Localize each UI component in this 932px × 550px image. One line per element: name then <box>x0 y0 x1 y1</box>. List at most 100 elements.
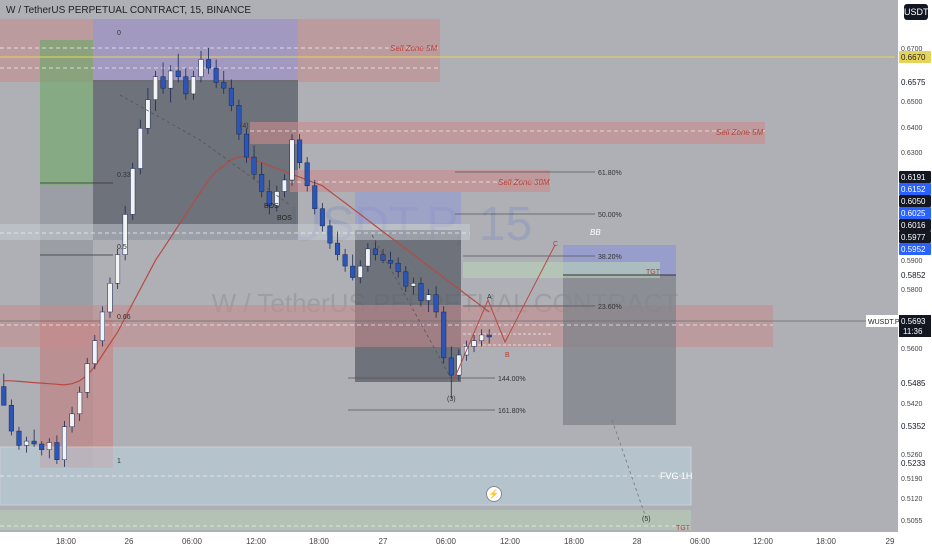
candle <box>183 76 189 95</box>
candle <box>403 271 409 287</box>
candle <box>319 208 325 227</box>
sell-zone-30m-label: Sell Zone 30M <box>498 178 550 187</box>
price-label-box <box>899 269 931 281</box>
tgt-label-1: TGT <box>646 269 661 276</box>
candle <box>456 354 462 376</box>
price-tick: 0.5190 <box>901 476 923 483</box>
price-label: 0.6016 <box>901 221 926 230</box>
candle <box>418 283 424 301</box>
sell-zone-5m-mid <box>250 122 765 144</box>
countdown-label: 11:36 <box>903 327 923 336</box>
green-box <box>40 40 93 185</box>
price-tick: 0.5600 <box>901 346 923 353</box>
candle <box>410 283 416 287</box>
candle <box>198 59 204 77</box>
candle <box>448 357 454 376</box>
time-tick: 27 <box>379 537 388 546</box>
wave-projection <box>452 244 556 383</box>
price-tick: 0.5260 <box>901 452 923 459</box>
time-tick: 12:00 <box>500 537 521 546</box>
sell-zone-30m <box>290 170 550 192</box>
time-axis-bg <box>0 532 898 550</box>
time-tick: 12:00 <box>753 537 774 546</box>
candle <box>8 404 14 432</box>
currency-button[interactable]: USDT <box>904 4 929 20</box>
candle <box>107 283 113 313</box>
candle <box>259 173 265 192</box>
price-tick: 0.6400 <box>901 125 923 132</box>
green-strip <box>463 262 660 278</box>
candle <box>471 340 477 347</box>
price-tick: 0.5120 <box>901 496 923 503</box>
symbol-tag <box>866 315 898 327</box>
time-tick: 06:00 <box>182 537 203 546</box>
price-tick: 0.5900 <box>901 258 923 265</box>
candle <box>145 99 151 129</box>
candle <box>115 254 121 284</box>
price-label: 0.5852 <box>901 271 926 280</box>
wave-label-c: C <box>553 241 558 248</box>
tgt-label-2: TGT <box>676 525 691 532</box>
fvg-zone-lower <box>0 510 691 530</box>
price-label-box <box>899 457 931 469</box>
bos-label-1: BOS <box>264 203 279 210</box>
candle <box>274 191 280 207</box>
price-label-box <box>899 76 931 88</box>
time-tick: 18:00 <box>564 537 585 546</box>
grey-box-right <box>563 275 676 425</box>
fib-label-1: 50.00% <box>598 212 622 219</box>
price-label: 0.6025 <box>901 209 926 218</box>
candle <box>372 248 378 255</box>
sell-zone-5m-mid-label: Sell Zone 5M <box>716 128 763 137</box>
fib-left-label-1: 0.33 <box>117 172 131 179</box>
candle <box>84 363 90 393</box>
price-tick: 0.6300 <box>901 150 923 157</box>
candle <box>54 442 60 460</box>
price-label-box <box>899 51 931 63</box>
bb-label: BB <box>590 228 601 237</box>
wave-label-b: B <box>505 352 510 359</box>
price-label: 0.6152 <box>901 185 926 194</box>
price-tick: 0.6500 <box>901 99 923 106</box>
candle <box>190 76 196 95</box>
candle <box>426 294 432 301</box>
candle <box>213 67 219 83</box>
candle <box>16 430 22 446</box>
candle <box>31 440 37 445</box>
candle <box>388 260 394 264</box>
candle <box>251 156 257 175</box>
wave-label-5: (5) <box>642 516 651 523</box>
price-label: 0.6670 <box>901 53 926 62</box>
blue-box-top <box>93 19 298 80</box>
fib-label-5: 161.80% <box>498 408 526 415</box>
lightning-icon[interactable]: ⚡ <box>486 486 502 502</box>
candle <box>297 139 303 164</box>
candle <box>236 105 242 135</box>
bos-label-2: BOS <box>277 215 292 222</box>
wave-5-projection <box>611 419 646 516</box>
candle <box>46 442 52 450</box>
time-tick: 28 <box>633 537 642 546</box>
time-tick: 18:00 <box>309 537 330 546</box>
price-label-box <box>899 195 931 207</box>
candle <box>334 242 341 255</box>
wave-label-3: (3) <box>447 396 456 403</box>
price-label: 0.5233 <box>901 459 926 468</box>
time-tick: 12:00 <box>246 537 267 546</box>
candle <box>350 265 356 278</box>
candle <box>243 133 250 158</box>
price-label: 0.5485 <box>901 379 926 388</box>
fib-label-2: 38.20% <box>598 254 622 261</box>
time-tick: 29 <box>886 537 895 546</box>
price-tick: 0.6700 <box>901 46 923 53</box>
price-label: 0.5352 <box>901 422 926 431</box>
fib-left-label-3: 0.66 <box>117 314 131 321</box>
price-tick: 0.5800 <box>901 287 923 294</box>
price-label: 0.6575 <box>901 78 926 87</box>
wave-dash-1 <box>119 94 291 206</box>
fib-left-label-0: 0 <box>117 30 121 37</box>
candle <box>69 413 75 427</box>
wave-label-4: (4) <box>240 123 249 130</box>
